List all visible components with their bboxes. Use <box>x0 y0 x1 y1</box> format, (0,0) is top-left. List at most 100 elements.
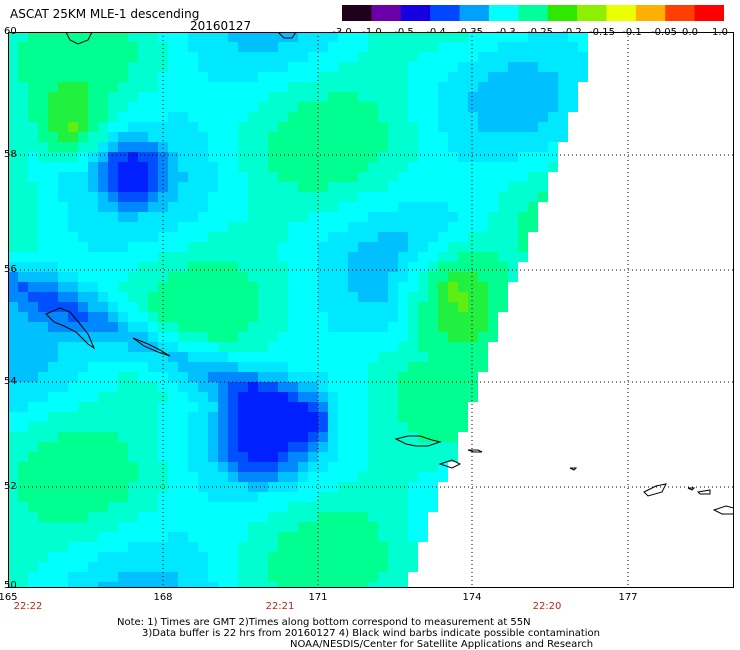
swath-pixel <box>408 562 418 572</box>
swath-pixel <box>368 252 378 262</box>
swath-pixel <box>148 572 158 582</box>
swath-pixel <box>308 412 318 422</box>
swath-pixel <box>268 572 278 582</box>
swath-pixel <box>88 282 98 292</box>
swath-pixel <box>118 242 128 252</box>
swath-pixel <box>118 92 128 102</box>
swath-pixel <box>68 112 78 122</box>
swath-pixel <box>238 522 248 532</box>
swath-pixel <box>128 132 138 142</box>
swath-pixel <box>348 242 358 252</box>
swath-pixel <box>138 442 148 452</box>
swath-pixel <box>228 112 238 122</box>
swath-pixel <box>578 72 588 82</box>
swath-pixel <box>408 162 418 172</box>
swath-pixel <box>28 152 38 162</box>
swath-pixel <box>258 52 268 62</box>
swath-pixel <box>48 32 58 42</box>
swath-pixel <box>488 202 498 212</box>
swath-pixel <box>298 562 308 572</box>
swath-pixel <box>528 32 538 42</box>
swath-pixel <box>268 102 278 112</box>
swath-pixel <box>408 532 418 542</box>
swath-pixel <box>88 102 98 112</box>
swath-pixel <box>398 472 408 482</box>
swath-pixel <box>218 282 228 292</box>
swath-pixel <box>498 262 508 272</box>
swath-pixel <box>198 522 208 532</box>
swath-pixel <box>318 532 328 542</box>
swath-pixel <box>508 272 518 282</box>
swath-pixel <box>258 512 268 522</box>
swath-pixel <box>78 42 88 52</box>
swath-pixel <box>318 552 328 562</box>
swath-pixel <box>348 532 358 542</box>
swath-pixel <box>338 552 348 562</box>
swath-pixel <box>268 552 278 562</box>
swath-pixel <box>488 252 498 262</box>
swath-pixel <box>118 522 128 532</box>
swath-pixel <box>238 272 248 282</box>
swath-pixel <box>68 242 78 252</box>
swath-pixel <box>298 242 308 252</box>
swath-pixel <box>128 52 138 62</box>
swath-pixel <box>28 352 38 362</box>
swath-pixel <box>118 462 128 472</box>
swath-pixel <box>58 352 68 362</box>
swath-pixel <box>248 112 258 122</box>
swath-pixel <box>58 362 68 372</box>
swath-pixel <box>388 62 398 72</box>
swath-pixel <box>468 142 478 152</box>
swath-pixel <box>38 42 48 52</box>
swath-pixel <box>298 392 308 402</box>
swath-pixel <box>318 412 328 422</box>
swath-pixel <box>38 72 48 82</box>
swath-pixel <box>218 352 228 362</box>
swath-pixel <box>68 42 78 52</box>
swath-pixel <box>288 382 298 392</box>
swath-pixel <box>288 182 298 192</box>
swath-pixel <box>308 232 318 242</box>
wind-map[interactable] <box>8 32 734 588</box>
colorbar-swatch <box>665 5 696 21</box>
swath-pixel <box>398 32 408 42</box>
swath-pixel <box>138 402 148 412</box>
swath-pixel <box>328 302 338 312</box>
swath-pixel <box>438 252 448 262</box>
swath-pixel <box>198 512 208 522</box>
swath-pixel <box>8 142 18 152</box>
swath-pixel <box>398 402 408 412</box>
swath-pixel <box>298 322 308 332</box>
swath-pixel <box>208 472 218 482</box>
swath-pixel <box>108 272 118 282</box>
swath-pixel <box>458 52 468 62</box>
swath-pixel <box>368 552 378 562</box>
swath-pixel <box>188 212 198 222</box>
swath-pixel <box>418 452 428 462</box>
swath-pixel <box>128 382 138 392</box>
swath-pixel <box>38 52 48 62</box>
swath-pixel <box>458 102 468 112</box>
swath-pixel <box>328 332 338 342</box>
swath-pixel <box>88 542 98 552</box>
swath-pixel <box>298 312 308 322</box>
swath-pixel <box>378 132 388 142</box>
swath-pixel <box>388 472 398 482</box>
swath-pixel <box>498 272 508 282</box>
swath-pixel <box>238 302 248 312</box>
swath-pixel <box>78 402 88 412</box>
swath-pixel <box>428 172 438 182</box>
swath-pixel <box>398 302 408 312</box>
swath-pixel <box>498 42 508 52</box>
swath-pixel <box>488 172 498 182</box>
swath-pixel <box>498 122 508 132</box>
swath-pixel <box>208 292 218 302</box>
swath-pixel <box>148 562 158 572</box>
swath-pixel <box>358 372 368 382</box>
swath-pixel <box>238 92 248 102</box>
swath-pixel <box>158 82 168 92</box>
swath-pixel <box>108 322 118 332</box>
swath-pixel <box>208 262 218 272</box>
swath-pixel <box>388 362 398 372</box>
swath-pixel <box>338 532 348 542</box>
